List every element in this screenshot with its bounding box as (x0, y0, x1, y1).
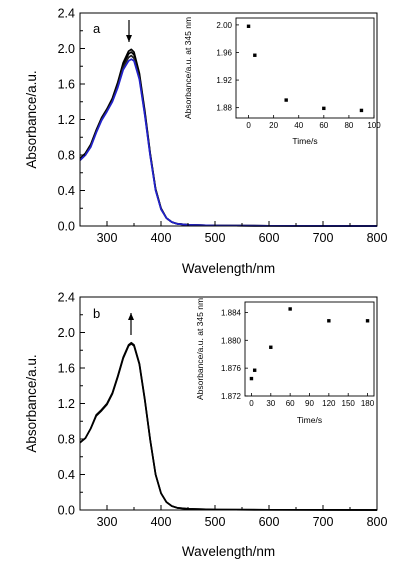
inset-y-axis-title: Absorbance/a.u. at 345 nm (195, 298, 205, 400)
inset-x-tick-label: 0 (249, 399, 254, 408)
y-tick-label: 1.2 (58, 113, 75, 127)
arrow-head (126, 35, 132, 42)
y-tick-label: 0.8 (58, 433, 75, 447)
y-tick-label: 2.0 (58, 326, 75, 340)
inset-data-point (365, 319, 370, 323)
inset-x-tick-label: 40 (294, 121, 303, 130)
panel-label: a (93, 21, 101, 36)
inset-x-tick-label: 180 (361, 399, 375, 408)
inset-y-tick-label: 1.96 (216, 48, 232, 57)
inset-x-tick-label: 150 (342, 399, 356, 408)
x-tick-label: 400 (151, 515, 172, 529)
inset-x-tick-label: 90 (305, 399, 314, 408)
inset-x-axis-title: Time/s (292, 136, 317, 146)
x-tick-label: 600 (259, 231, 280, 245)
inset-y-tick-label: 1.88 (216, 104, 232, 113)
x-axis-title: Wavelength/nm (182, 261, 275, 276)
y-tick-label: 0.4 (58, 468, 75, 482)
inset-x-tick-label: 120 (322, 399, 336, 408)
x-tick-label: 300 (97, 515, 118, 529)
inset-b: 0 30 60 90 120 150 180 1.872 1.876 1.880 1.884 Time… (195, 298, 375, 425)
y-tick-label: 2.4 (58, 291, 75, 305)
y-tick-label: 1.6 (58, 78, 75, 92)
y-tick-label: 1.6 (58, 362, 75, 376)
y-axis-title: Absorbance/a.u. (24, 70, 39, 168)
x-tick-label: 300 (97, 231, 118, 245)
inset-data-point (284, 98, 288, 102)
y-tick-label: 0.0 (58, 504, 75, 518)
inset-y-tick-label: 1.880 (221, 336, 242, 345)
x-tick-label: 800 (367, 231, 388, 245)
inset-y-tick-label: 1.884 (221, 308, 242, 317)
inset-data-point (246, 24, 251, 28)
inset-data-point (288, 307, 292, 311)
y-tick-label: 0.8 (58, 149, 75, 163)
inset-data-point (252, 368, 257, 372)
inset-x-tick-label: 100 (367, 121, 381, 130)
inset-y-axis-title: Absorbance/a.u. at 345 nm (183, 17, 193, 119)
arrow-head (128, 313, 134, 320)
inset-frame (235, 17, 375, 119)
inset-data-point (249, 376, 254, 381)
x-tick-label: 500 (205, 231, 226, 245)
inset-data-point (322, 106, 326, 111)
y-tick-label: 0.4 (58, 184, 75, 198)
x-tick-label: 700 (313, 231, 334, 245)
x-tick-label: 700 (313, 515, 334, 529)
inset-y-tick-label: 2.00 (216, 21, 232, 30)
inset-x-tick-label: 20 (269, 121, 278, 130)
inset-x-axis-title: Time/s (297, 415, 322, 425)
inset-data-point (359, 108, 364, 113)
inset-data-point (253, 53, 257, 57)
inset-x-tick-label: 60 (286, 399, 295, 408)
x-tick-label: 800 (367, 515, 388, 529)
x-tick-label: 600 (259, 515, 280, 529)
y-tick-label: 0.0 (58, 220, 75, 234)
inset-x-tick-label: 0 (246, 121, 251, 130)
inset-y-tick-label: 1.872 (221, 392, 242, 401)
x-tick-label: 500 (205, 515, 226, 529)
inset-y-tick-label: 1.876 (221, 364, 242, 373)
panel-label: b (93, 306, 100, 321)
panel-a: 300 400 500 600 700 8000.00.40.81.21.62.02.4W… (24, 7, 387, 277)
y-tick-label: 1.2 (58, 397, 75, 411)
inset-frame (244, 301, 375, 397)
inset-x-tick-label: 30 (266, 399, 275, 408)
x-axis-title: Wavelength/nm (182, 544, 275, 559)
panel-b: 300 400 500 600 700 8000.00.40.81.21.62.02.4W… (24, 291, 387, 560)
x-tick-label: 400 (151, 231, 172, 245)
inset-a: 0 20 40 60 80 100 1.88 1.92 1.96 2.00 Time/s Absorb… (183, 17, 381, 146)
inset-data-point (327, 319, 331, 323)
inset-data-point (269, 345, 273, 349)
inset-x-tick-label: 80 (344, 121, 353, 130)
inset-x-tick-label: 60 (319, 121, 328, 130)
inset-y-tick-label: 1.92 (216, 76, 232, 85)
y-axis-title: Absorbance/a.u. (24, 354, 39, 452)
y-tick-label: 2.0 (58, 42, 75, 56)
y-tick-label: 2.4 (58, 7, 75, 21)
